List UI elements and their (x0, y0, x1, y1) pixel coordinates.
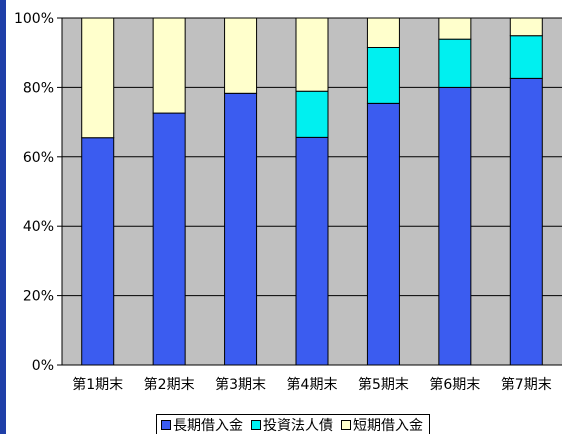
legend: 長期借入金 投資法人債 短期借入金 (156, 414, 430, 434)
legend-item: 長期借入金 (161, 415, 243, 435)
bar-segment-s0-c1 (152, 112, 186, 366)
y-tick-label: 40% (23, 219, 54, 235)
bar-segment-s0-c4 (366, 102, 400, 366)
y-tick-label: 80% (23, 80, 54, 96)
legend-swatch (251, 419, 261, 430)
frame-left-border (0, 0, 6, 434)
x-tick-label: 第6期末 (429, 376, 480, 393)
bar-segment-s2-c1 (152, 17, 186, 114)
legend-item: 短期借入金 (341, 415, 423, 435)
bar-segment-s1-c5 (438, 38, 472, 88)
axes (61, 18, 562, 366)
bar-segment-s1-c4 (366, 46, 400, 104)
y-tick-label: 100% (14, 11, 54, 27)
bar-segment-s0-c6 (509, 77, 543, 366)
bar-segment-s2-c4 (366, 17, 400, 48)
legend-label: 投資法人債 (263, 417, 333, 434)
bar-segment-s1-c6 (509, 35, 543, 79)
legend-label: 長期借入金 (173, 417, 243, 434)
x-tick-label: 第1期末 (72, 376, 123, 393)
bar-segment-s2-c5 (438, 17, 472, 40)
legend-swatch (161, 419, 171, 430)
bar-segment-s1-c3 (295, 90, 329, 138)
x-tick-label: 第3期末 (215, 376, 266, 393)
bar-segment-s0-c2 (224, 92, 258, 366)
legend-item: 投資法人債 (251, 415, 333, 435)
y-tick-label: 60% (23, 150, 54, 166)
bar-segment-s2-c3 (295, 17, 329, 92)
bar-segment-s0-c0 (81, 137, 115, 366)
x-tick-label: 第4期末 (287, 376, 338, 393)
legend-label: 短期借入金 (353, 417, 423, 434)
bar-segment-s2-c0 (81, 17, 115, 139)
bar-segment-s0-c5 (438, 86, 472, 366)
x-tick-label: 第2期末 (144, 376, 195, 393)
y-tick-label: 20% (23, 289, 54, 305)
x-tick-label: 第5期末 (358, 376, 409, 393)
bar-segment-s0-c3 (295, 136, 329, 366)
bar-segment-s2-c2 (224, 17, 258, 94)
bar-segment-s2-c6 (509, 17, 543, 37)
y-tick-label: 0% (32, 358, 54, 374)
legend-swatch (341, 419, 351, 430)
x-tick-labels: 第1期末 第2期末 第3期末 第4期末 第5期末 第6期末 第7期末 (72, 376, 551, 393)
y-tick-labels: 0% 20% 40% 60% 80% 100% (14, 11, 62, 374)
x-tick-label: 第7期末 (501, 376, 552, 393)
